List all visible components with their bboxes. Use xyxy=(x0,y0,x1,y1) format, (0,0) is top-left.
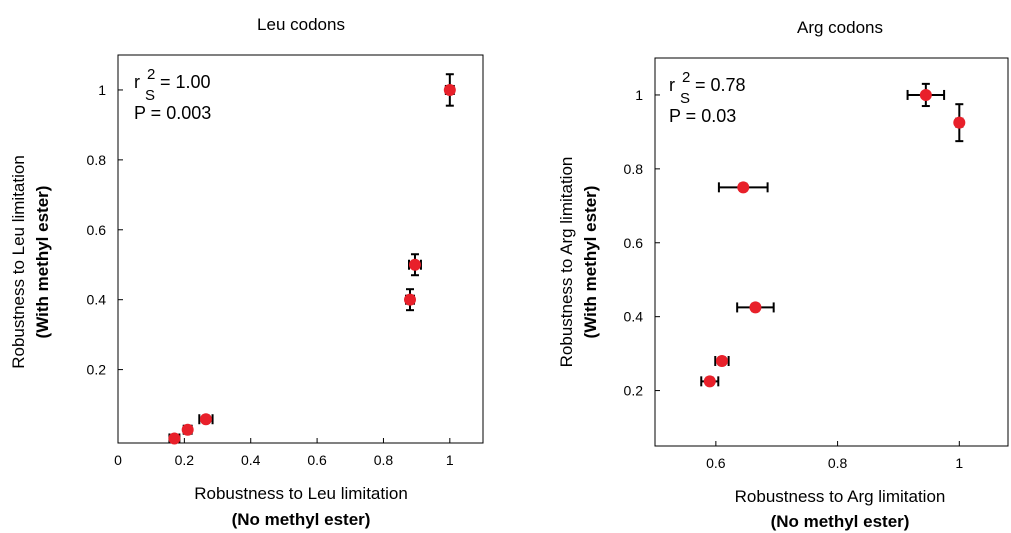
stats-p-value: P = 0.003 xyxy=(134,103,211,123)
chart-title: Arg codons xyxy=(797,18,883,37)
x-tick-label: 0.8 xyxy=(828,455,848,471)
plot-frame xyxy=(117,54,484,444)
x-tick-label: 1 xyxy=(446,452,454,468)
stats-r2-sub: S xyxy=(145,87,155,104)
data-point xyxy=(953,116,966,129)
y-tick-label: 1 xyxy=(635,87,643,103)
svg-text:r: r xyxy=(669,75,675,95)
data-point xyxy=(404,293,416,306)
x-axis-label: Robustness to Leu limitation xyxy=(194,484,408,503)
x-tick-label: 0.6 xyxy=(307,452,327,468)
y-tick-label: 0.6 xyxy=(624,235,644,251)
x-axis-label: Robustness to Arg limitation xyxy=(735,487,946,506)
y-axis-label: Robustness to Leu limitation xyxy=(9,155,28,369)
y-tick-label: 0.8 xyxy=(624,161,644,177)
plot-frame xyxy=(654,57,1009,447)
data-point xyxy=(749,301,762,314)
y-tick-label: 0.8 xyxy=(87,152,107,168)
panel-leu: Leu codons r 2 S = 1.00 P = 0.003 Robust… xyxy=(9,15,484,529)
y-tick-label: 0.2 xyxy=(87,362,107,378)
stats-r: r xyxy=(669,75,675,95)
chart-title: Leu codons xyxy=(257,15,345,34)
y-axis-label: Robustness to Arg limitation xyxy=(557,157,576,368)
panel-arg: Arg codons r 2 S = 0.78 P = 0.03 Robustn… xyxy=(557,18,1009,531)
stats-annotation: r 2 S = 1.00 P = 0.003 xyxy=(134,66,211,123)
stats-r2-sup: 2 xyxy=(682,69,690,86)
data-point xyxy=(181,423,194,436)
stats-r: r xyxy=(134,72,140,92)
x-tick-label: 1 xyxy=(955,455,963,471)
x-tick-label: 0.8 xyxy=(374,452,394,468)
x-tick-label: 0.4 xyxy=(241,452,261,468)
y-tick-label: 0.6 xyxy=(87,222,107,238)
y-tick-label: 1 xyxy=(98,82,106,98)
stats-r2-sub: S xyxy=(680,90,690,107)
data-point xyxy=(408,258,421,271)
x-axis-label-sub: (No methyl ester) xyxy=(771,512,910,531)
data-point xyxy=(168,432,181,445)
stats-annotation: r 2 S = 0.78 P = 0.03 xyxy=(669,69,746,126)
stats-r2-value: = 0.78 xyxy=(695,75,746,95)
x-tick-label: 0 xyxy=(114,452,122,468)
data-point xyxy=(199,413,212,426)
data-point xyxy=(919,88,932,101)
data-point xyxy=(443,83,456,96)
data-point xyxy=(703,375,716,388)
svg-text:r: r xyxy=(134,72,140,92)
x-tick-label: 0.2 xyxy=(175,452,195,468)
x-axis-label-sub: (No methyl ester) xyxy=(232,510,371,529)
stats-r2-sup: 2 xyxy=(147,66,155,83)
y-axis-label-sub: (With methyl ester) xyxy=(33,186,52,339)
y-tick-label: 0.4 xyxy=(624,309,644,325)
data-point xyxy=(715,355,728,368)
stats-r2-value: = 1.00 xyxy=(160,72,211,92)
x-tick-label: 0.6 xyxy=(706,455,726,471)
y-tick-label: 0.2 xyxy=(624,383,644,399)
stats-p-value: P = 0.03 xyxy=(669,106,736,126)
data-point xyxy=(737,181,750,194)
y-tick-label: 0.4 xyxy=(87,292,107,308)
y-axis-label-sub: (With methyl ester) xyxy=(581,186,600,339)
